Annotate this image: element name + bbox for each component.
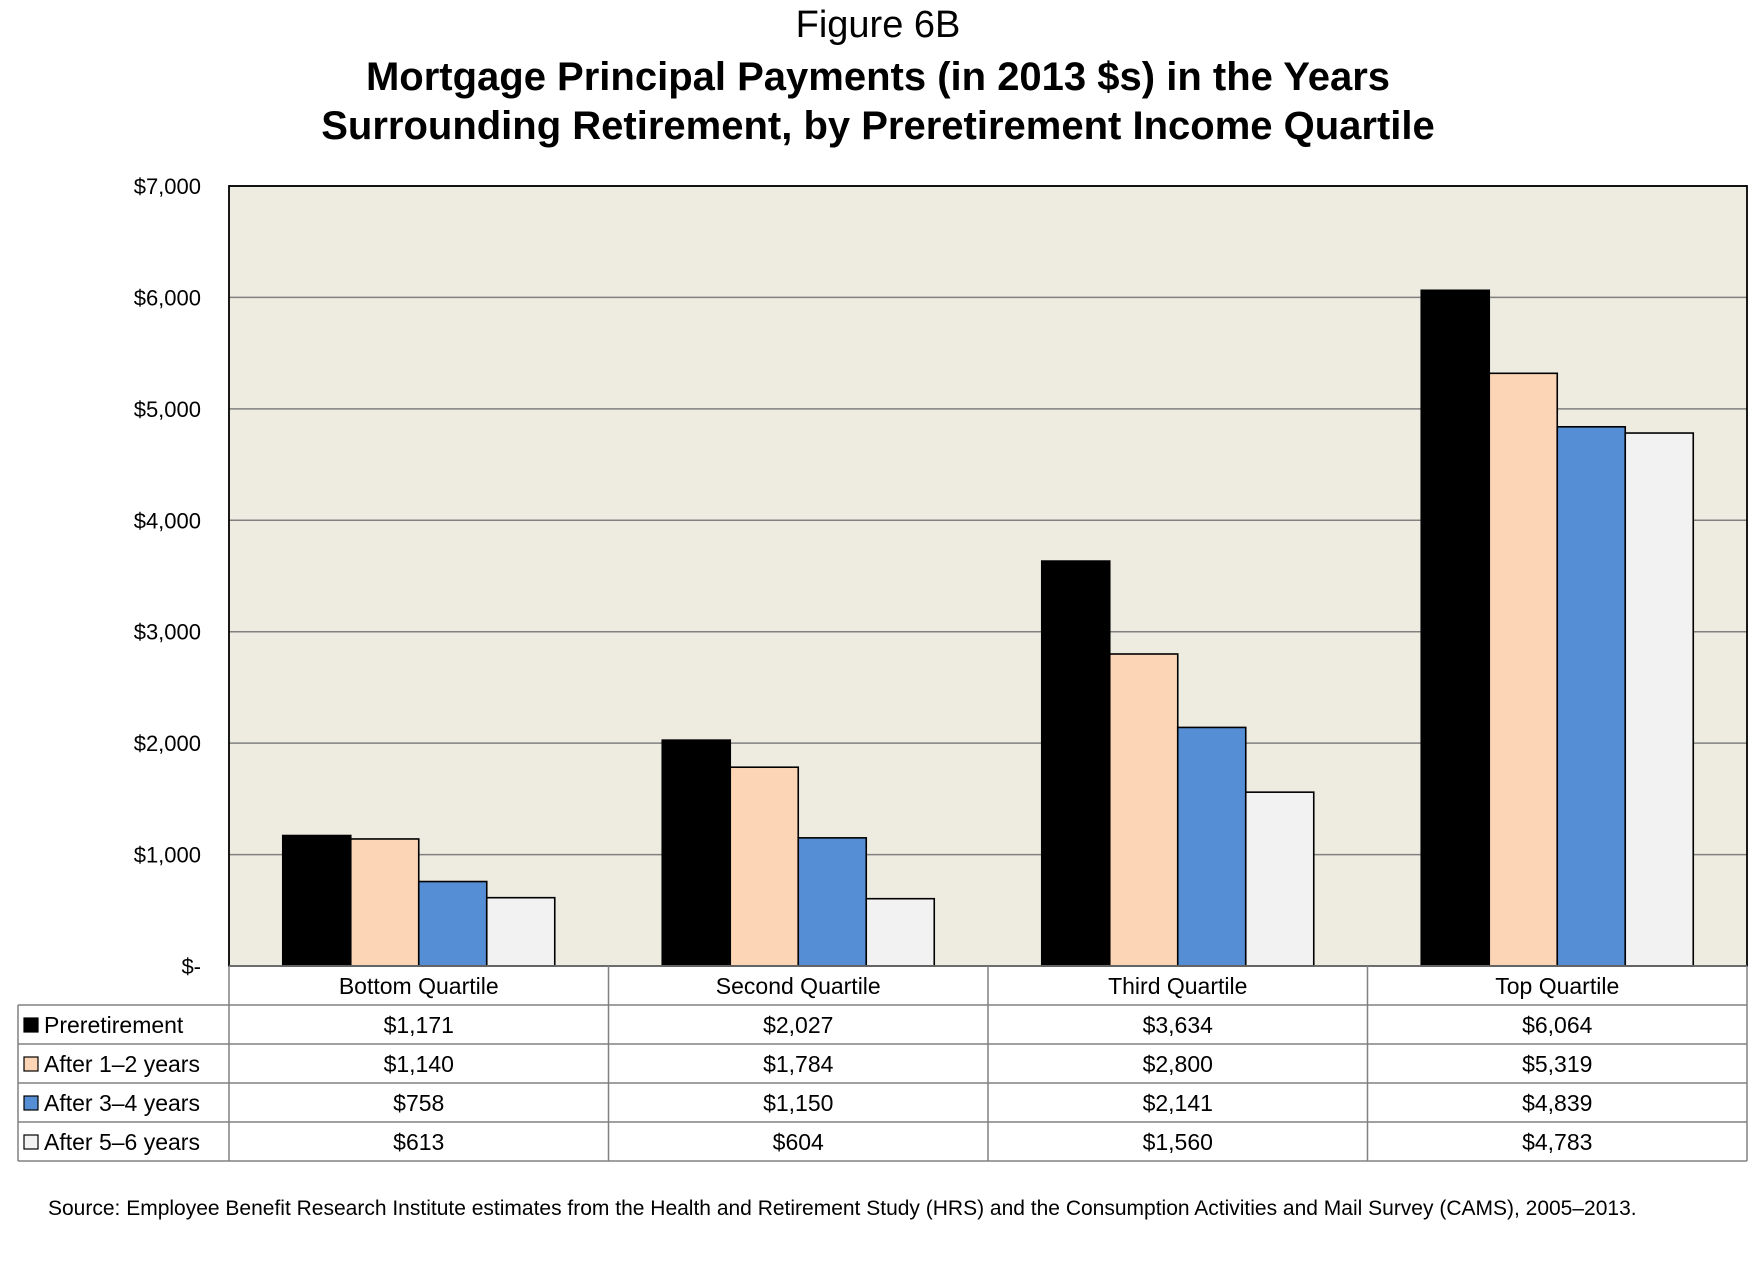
y-tick-label: $4,000	[134, 508, 201, 533]
bar	[1244, 791, 1315, 967]
bar	[865, 897, 936, 967]
legend-swatch	[23, 1134, 39, 1150]
data-table: Bottom Quartile Second Quartile Third Quar…	[17, 965, 1748, 1162]
plot-area: $- $1,000 $2,000 $3,000 $4,000 $5,000 $6,000 $7…	[134, 174, 1748, 979]
data-value-label: $3,634	[1143, 1012, 1214, 1038]
y-tick-label: $-	[181, 954, 201, 979]
bar	[661, 739, 732, 967]
series-name: Preretirement	[44, 1012, 184, 1038]
bar	[281, 834, 352, 967]
data-value-label: $604	[773, 1129, 824, 1155]
bar	[349, 838, 420, 967]
bar	[729, 766, 800, 967]
category-label: Bottom Quartile	[339, 973, 499, 999]
bar	[797, 837, 868, 967]
data-value-label: $2,027	[763, 1012, 833, 1038]
figure-label: Figure 6B	[795, 4, 961, 46]
bar	[1176, 726, 1247, 967]
data-value-label: $6,064	[1522, 1012, 1593, 1038]
bar	[1420, 289, 1491, 967]
data-value-label: $758	[393, 1090, 444, 1116]
category-label: Third Quartile	[1108, 973, 1247, 999]
legend-swatch	[23, 1017, 39, 1033]
chart-title-line-1: Mortgage Principal Payments (in 2013 $s)…	[365, 55, 1391, 99]
category-label: Top Quartile	[1495, 973, 1619, 999]
data-value-label: $1,560	[1143, 1129, 1213, 1155]
series-name: After 1–2 years	[44, 1051, 200, 1077]
bar	[417, 880, 488, 967]
source-note: Source: Employee Benefit Research Instit…	[48, 1197, 1637, 1220]
data-value-label: $4,839	[1522, 1090, 1592, 1116]
bar	[1624, 432, 1695, 967]
y-tick-label: $2,000	[134, 731, 201, 756]
series-name: After 3–4 years	[44, 1090, 200, 1116]
y-tick-label: $6,000	[134, 285, 201, 310]
data-value-label: $2,141	[1143, 1090, 1213, 1116]
data-value-label: $1,150	[763, 1090, 833, 1116]
data-value-label: $4,783	[1522, 1129, 1592, 1155]
data-value-label: $1,140	[384, 1051, 454, 1077]
y-tick-label: $7,000	[134, 174, 201, 199]
category-label: Second Quartile	[716, 973, 881, 999]
bar	[1040, 560, 1111, 967]
bar	[485, 896, 556, 967]
bar	[1108, 653, 1179, 967]
data-value-label: $5,319	[1522, 1051, 1592, 1077]
y-tick-label: $3,000	[134, 620, 201, 645]
legend-swatch	[23, 1056, 39, 1072]
data-value-label: $2,800	[1143, 1051, 1213, 1077]
data-value-label: $613	[393, 1129, 444, 1155]
bar	[1556, 425, 1627, 967]
y-tick-label: $5,000	[134, 397, 201, 422]
y-tick-label: $1,000	[134, 843, 201, 868]
legend-swatch	[23, 1095, 39, 1111]
chart-title-line-2: Surrounding Retirement, by Preretirement…	[321, 104, 1435, 148]
data-value-label: $1,784	[763, 1051, 834, 1077]
bar	[1488, 372, 1559, 967]
data-value-label: $1,171	[384, 1012, 454, 1038]
series-name: After 5–6 years	[44, 1129, 200, 1155]
